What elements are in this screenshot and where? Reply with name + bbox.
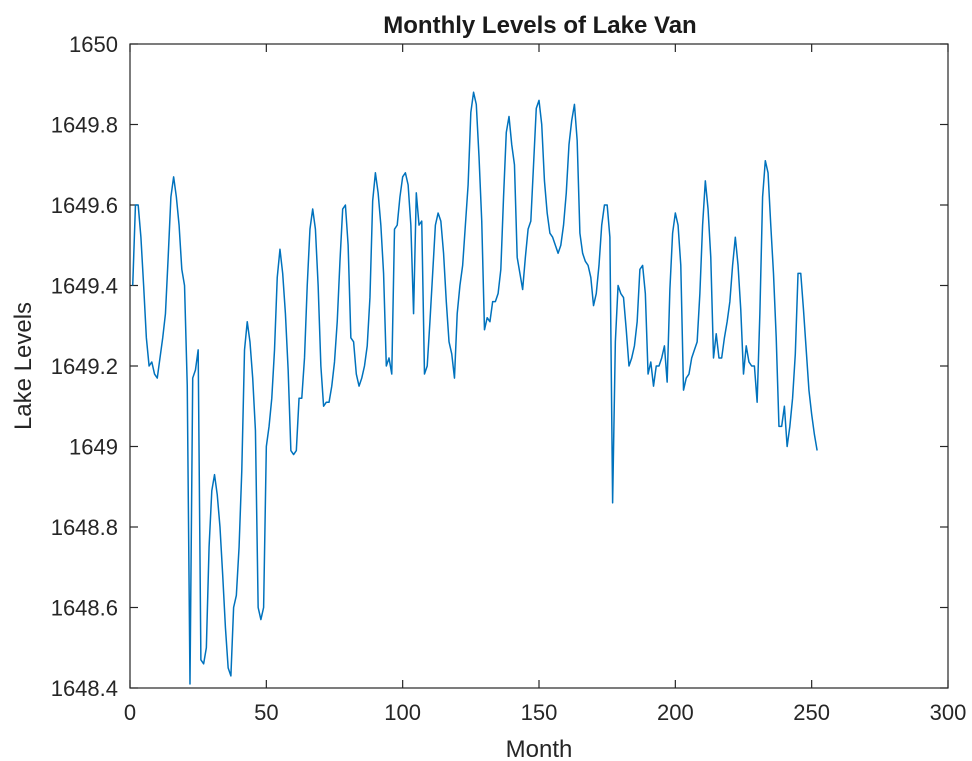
y-axis-ticks: 1648.4 1648.6 1648.8 1649 1649.2 1649.4 1649.6… — [51, 32, 948, 701]
x-tick-label: 200 — [657, 700, 694, 725]
x-axis-ticks: 0 50 100 150 200 250 300 — [124, 44, 966, 725]
x-tick-label: 250 — [793, 700, 830, 725]
y-tick-label: 1650 — [69, 32, 118, 57]
y-tick-label: 1649 — [69, 435, 118, 460]
y-tick-label: 1649.8 — [51, 113, 118, 138]
y-tick-label: 1649.6 — [51, 193, 118, 218]
y-tick-label: 1648.8 — [51, 515, 118, 540]
series-line — [131, 91, 818, 685]
x-axis-label: Month — [506, 736, 573, 761]
x-tick-label: 50 — [254, 700, 278, 725]
chart-title: Monthly Levels of Lake Van — [383, 12, 696, 39]
plot-area-frame — [129, 43, 949, 689]
y-axis-label: Lake Levels — [10, 302, 37, 430]
y-tick-label: 1649.2 — [51, 354, 118, 379]
x-tick-label: 0 — [124, 700, 136, 725]
x-tick-label: 150 — [521, 700, 558, 725]
y-tick-label: 1648.4 — [51, 676, 118, 701]
x-tick-label: 300 — [930, 700, 967, 725]
y-tick-label: 1648.6 — [51, 596, 118, 621]
x-tick-label: 100 — [384, 700, 421, 725]
series-group — [131, 91, 818, 685]
y-tick-label: 1649.4 — [51, 274, 118, 299]
